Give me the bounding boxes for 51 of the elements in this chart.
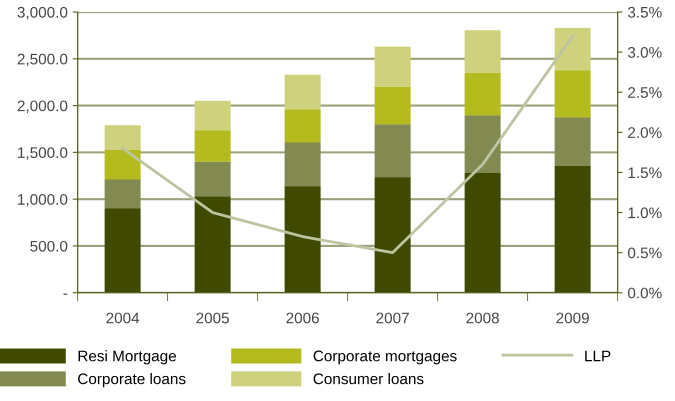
- x-tick-label: 2007: [376, 312, 409, 324]
- bar: [104, 208, 141, 293]
- bar: [374, 177, 411, 293]
- x-tick-label: 2009: [556, 312, 589, 324]
- bar: [104, 180, 141, 209]
- bar: [374, 124, 411, 178]
- y2-tick-label: 1.5%: [628, 167, 662, 178]
- y2-tick-label: 0.5%: [628, 248, 662, 258]
- legend-label: Resi Mortgage: [78, 350, 176, 364]
- bar: [554, 166, 591, 293]
- y-tick-label: 1,500.0: [18, 147, 68, 160]
- y-tick-label: 3,000.0: [18, 6, 68, 20]
- bar: [104, 125, 141, 150]
- bar: [284, 142, 321, 186]
- y2-tick-label: 0.0%: [628, 288, 662, 298]
- x-tick-label: 2005: [196, 312, 229, 324]
- x-tick-label: 2004: [106, 312, 140, 324]
- bar: [464, 172, 501, 293]
- bar: [284, 74, 321, 110]
- legend-label: Corporate loans: [78, 373, 186, 388]
- bar: [464, 115, 501, 173]
- y2-tick-label: 3.0%: [628, 47, 662, 58]
- bar: [374, 86, 411, 124]
- legend-label: Consumer loans: [314, 373, 424, 384]
- y2-tick-label: 2.0%: [628, 127, 662, 138]
- y-tick-label: 2,500.0: [18, 54, 68, 66]
- bar: [284, 109, 321, 143]
- legend-label: LLP: [585, 350, 610, 362]
- bar: [194, 100, 231, 130]
- y2-tick-label: 2.5%: [628, 87, 662, 98]
- bar: [194, 196, 231, 293]
- y2-tick-label: 1.0%: [628, 207, 662, 218]
- bar: [104, 150, 141, 180]
- bar: [194, 130, 231, 162]
- bar: [464, 72, 501, 116]
- y-tick-label: -: [63, 294, 68, 295]
- y2-tick-label: 3.5%: [628, 6, 662, 18]
- bar: [554, 28, 591, 71]
- bar: [374, 46, 411, 87]
- line-series: [121, 34, 574, 254]
- y-tick-label: 500.0: [30, 240, 68, 252]
- x-tick-label: 2008: [466, 312, 499, 324]
- bar: [554, 117, 591, 166]
- bar: [554, 70, 591, 118]
- bar: [464, 30, 501, 73]
- y-tick-label: 1,000.0: [18, 194, 68, 207]
- legend-label: Corporate mortgages: [314, 350, 457, 364]
- bar: [194, 162, 231, 196]
- x-tick-label: 2006: [286, 312, 319, 324]
- y-tick-label: 2,000.0: [18, 100, 68, 114]
- bar: [284, 186, 321, 293]
